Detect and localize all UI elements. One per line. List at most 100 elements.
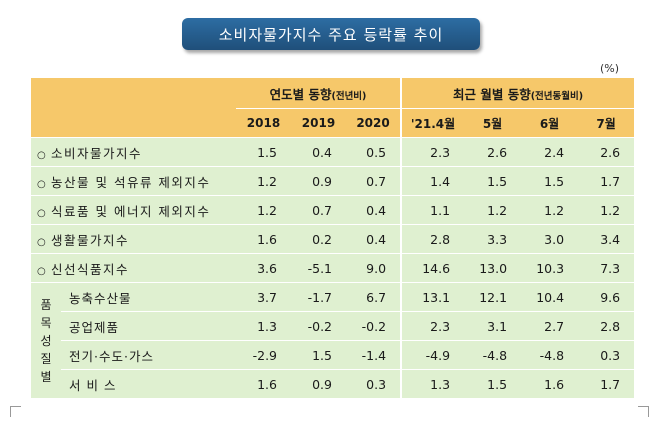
cell-value: 1.6	[236, 224, 291, 254]
cell-value: -1.7	[291, 282, 346, 312]
cell-value: -0.2	[346, 311, 402, 341]
cell-value: 3.0	[521, 224, 579, 254]
cell-value: 1.6	[236, 369, 291, 399]
cell-value: 3.6	[236, 253, 291, 283]
circle-bullet-icon: ○	[37, 178, 46, 190]
cell-value: 0.3	[578, 340, 635, 370]
sub-row-label: 서 비 스	[61, 369, 236, 399]
cell-value: 2.6	[464, 137, 522, 167]
sub-row-label: 공업제품	[61, 311, 236, 341]
table-row: 서 비 스 1.6 0.9 0.3 1.3 1.5 1.6 1.7	[31, 369, 635, 399]
row-label: ○ 신선식품지수	[31, 253, 236, 283]
table-row: ○ 농산물 및 석유류 제외지수 1.2 0.9 0.7 1.4 1.5 1.5 …	[31, 166, 635, 196]
cell-value: 0.7	[346, 166, 402, 196]
cell-value: 1.7	[578, 166, 635, 196]
cell-value: 1.4	[400, 166, 465, 196]
period-header: 2020	[346, 108, 402, 138]
cell-value: 1.2	[236, 166, 291, 196]
period-header: 2018	[236, 108, 291, 138]
cell-value: 3.4	[578, 224, 635, 254]
period-header: 7월	[578, 108, 635, 138]
cell-value: 1.5	[521, 166, 579, 196]
cell-value: 1.2	[236, 195, 291, 225]
sub-row-label: 농축수산물	[61, 282, 236, 312]
cell-value: 1.5	[464, 166, 522, 196]
cell-value: 0.2	[291, 224, 346, 254]
cell-value: 13.1	[400, 282, 465, 312]
cell-value: -2.9	[236, 340, 291, 370]
cell-value: 2.6	[578, 137, 635, 167]
corner-mark-right	[638, 406, 649, 417]
header-annual: 연도별 동향(전년비)	[236, 78, 402, 109]
table-row: ○ 신선식품지수 3.6 -5.1 9.0 14.6 13.0 10.3 7.3	[31, 253, 635, 283]
cell-value: 9.0	[346, 253, 402, 283]
cell-value: 1.5	[291, 340, 346, 370]
cell-value: 14.6	[400, 253, 465, 283]
unit-label: (%)	[600, 62, 620, 75]
table-row: 공업제품 1.3 -0.2 -0.2 2.3 3.1 2.7 2.8	[31, 311, 635, 341]
circle-bullet-icon: ○	[37, 207, 46, 219]
row-label: ○ 소비자물가지수	[31, 137, 236, 167]
cell-value: 0.9	[291, 166, 346, 196]
cell-value: 1.7	[578, 369, 635, 399]
cell-value: 2.3	[400, 137, 465, 167]
cell-value: 9.6	[578, 282, 635, 312]
cell-value: 1.6	[521, 369, 579, 399]
page-title: 소비자물가지수 주요 등락률 추이	[182, 18, 480, 50]
sub-row-label: 전기·수도·가스	[61, 340, 236, 370]
cell-value: 2.3	[400, 311, 465, 341]
cell-value: 2.8	[578, 311, 635, 341]
period-header: 2019	[291, 108, 346, 138]
cell-value: 0.5	[346, 137, 402, 167]
cell-value: 6.7	[346, 282, 402, 312]
cell-value: 1.2	[464, 195, 522, 225]
cell-value: -5.1	[291, 253, 346, 283]
cell-value: -0.2	[291, 311, 346, 341]
cell-value: -4.8	[521, 340, 579, 370]
period-header: '21.4월	[400, 108, 465, 138]
cell-value: 1.2	[521, 195, 579, 225]
row-label: ○ 생활물가지수	[31, 224, 236, 254]
circle-bullet-icon: ○	[37, 265, 46, 277]
cpi-table: 연도별 동향(전년비) 최근 월별 동향(전년동월비) 2018 2019 20…	[31, 78, 635, 399]
cell-value: -1.4	[346, 340, 402, 370]
table-row: ○ 생활물가지수 1.6 0.2 0.4 2.8 3.3 3.0 3.4	[31, 224, 635, 254]
table-row: ○ 소비자물가지수 1.5 0.4 0.5 2.3 2.6 2.4 2.6	[31, 137, 635, 167]
cell-value: 1.3	[400, 369, 465, 399]
cell-value: 0.4	[346, 195, 402, 225]
cell-value: 10.4	[521, 282, 579, 312]
cell-value: 1.2	[578, 195, 635, 225]
cell-value: 1.1	[400, 195, 465, 225]
cell-value: 1.5	[464, 369, 522, 399]
table-row: ○ 식료품 및 에너지 제외지수 1.2 0.7 0.4 1.1 1.2 1.2 …	[31, 195, 635, 225]
cell-value: 12.1	[464, 282, 522, 312]
cell-value: -4.9	[400, 340, 465, 370]
row-label: ○ 농산물 및 석유류 제외지수	[31, 166, 236, 196]
cell-value: 3.3	[464, 224, 522, 254]
cell-value: 0.3	[346, 369, 402, 399]
cell-value: 13.0	[464, 253, 522, 283]
cell-value: 3.1	[464, 311, 522, 341]
cell-value: 0.9	[291, 369, 346, 399]
period-header: 5월	[464, 108, 522, 138]
cell-value: 0.4	[291, 137, 346, 167]
cell-value: 2.8	[400, 224, 465, 254]
cell-value: 10.3	[521, 253, 579, 283]
circle-bullet-icon: ○	[37, 149, 46, 161]
row-label: ○ 식료품 및 에너지 제외지수	[31, 195, 236, 225]
cell-value: 0.7	[291, 195, 346, 225]
corner-mark-left	[10, 406, 21, 417]
period-header: 6월	[521, 108, 579, 138]
cell-value: 2.4	[521, 137, 579, 167]
cell-value: 7.3	[578, 253, 635, 283]
table-row: 전기·수도·가스 -2.9 1.5 -1.4 -4.9 -4.8 -4.8 0.…	[31, 340, 635, 370]
circle-bullet-icon: ○	[37, 236, 46, 248]
cell-value: 0.4	[346, 224, 402, 254]
header-corner	[31, 78, 236, 138]
cell-value: 3.7	[236, 282, 291, 312]
cell-value: -4.8	[464, 340, 522, 370]
cell-value: 2.7	[521, 311, 579, 341]
cell-value: 1.3	[236, 311, 291, 341]
